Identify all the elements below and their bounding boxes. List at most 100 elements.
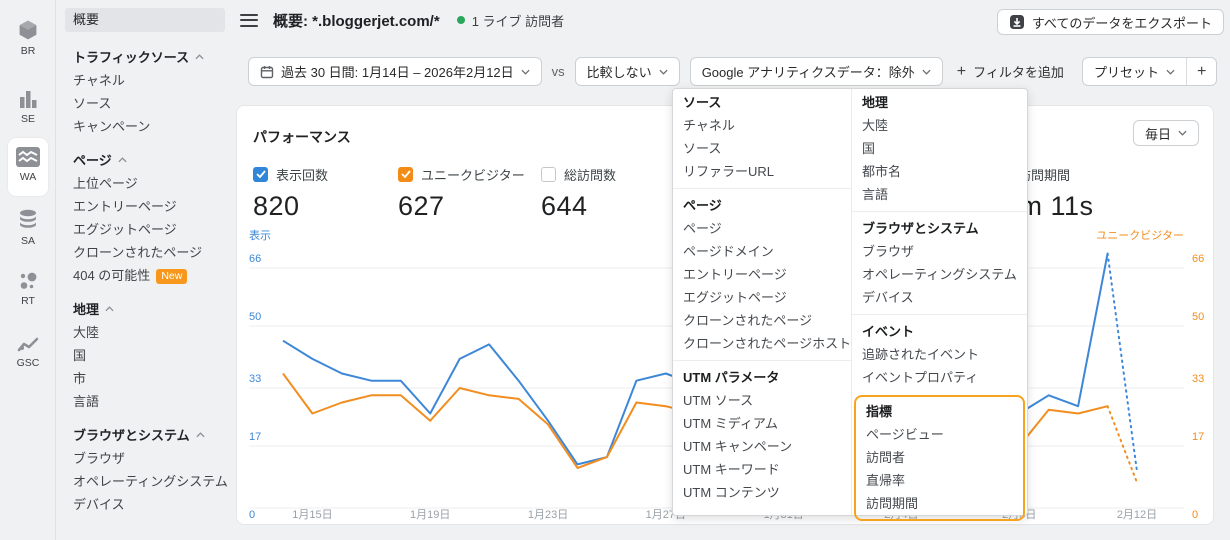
chevron-down-icon bbox=[521, 69, 530, 75]
sidebar-section-header[interactable]: 地理 bbox=[57, 298, 233, 321]
sidebar-item[interactable]: デバイス bbox=[57, 493, 233, 516]
dropdown-item[interactable]: デバイス bbox=[862, 290, 914, 305]
sidebar-item[interactable]: オペレーティングシステム bbox=[57, 470, 233, 493]
dropdown-item[interactable]: ページビュー bbox=[866, 427, 944, 442]
cube-icon bbox=[19, 20, 37, 40]
live-status-dot bbox=[456, 16, 465, 24]
dropdown-item[interactable]: エグジットページ bbox=[683, 290, 787, 305]
dropdown-item[interactable]: 大陸 bbox=[862, 118, 889, 133]
rail-item-rt[interactable]: RT bbox=[0, 270, 56, 307]
dropdown-section-title: 地理 bbox=[862, 95, 889, 110]
dropdown-item[interactable]: 追跡されたイベント bbox=[862, 347, 980, 362]
sidebar-section-title: 地理 bbox=[73, 302, 100, 317]
dropdown-item[interactable]: クローンされたページ bbox=[683, 313, 813, 328]
svg-text:0: 0 bbox=[249, 509, 255, 521]
check-icon bbox=[400, 170, 411, 178]
compare-select[interactable]: 比較しない bbox=[574, 57, 680, 86]
metric-unique-visitors: ユニークビジター 627 bbox=[398, 166, 525, 222]
dots-icon bbox=[20, 272, 37, 289]
sidebar-section-header[interactable]: トラフィックソース bbox=[57, 46, 233, 69]
sidebar-item[interactable]: 言語 bbox=[57, 390, 233, 413]
sidebar-item[interactable]: エントリーページ bbox=[57, 195, 233, 218]
chevron-down-icon bbox=[922, 69, 931, 75]
date-range-button[interactable]: 過去 30 日間: 1月14日 – 2026年2月12日 bbox=[248, 57, 542, 86]
sidebar-item-label: 404 の可能性 bbox=[73, 268, 151, 283]
sidebar-section-header[interactable]: ページ bbox=[57, 149, 233, 172]
total-visits-checkbox[interactable] bbox=[541, 166, 556, 182]
sidebar-item[interactable]: 404 の可能性 New bbox=[57, 264, 233, 287]
interval-select[interactable]: 毎日 bbox=[1132, 120, 1199, 146]
chevron-down-icon bbox=[1178, 130, 1187, 136]
dropdown-item[interactable]: UTM ソース bbox=[683, 393, 754, 408]
dropdown-item[interactable]: ページドメイン bbox=[683, 244, 774, 259]
live-visitors-text: 1 ライブ 訪問者 bbox=[471, 13, 565, 29]
dropdown-item[interactable]: 国 bbox=[862, 141, 876, 156]
sidebar-item[interactable]: ブラウザ bbox=[57, 447, 233, 470]
sidebar-item[interactable]: 上位ページ bbox=[57, 172, 233, 195]
dropdown-item[interactable]: 言語 bbox=[862, 187, 889, 202]
sidebar-item[interactable]: チャネル bbox=[57, 69, 233, 92]
svg-text:0: 0 bbox=[1192, 509, 1198, 521]
add-preset-button[interactable]: + bbox=[1186, 58, 1216, 85]
dropdown-item[interactable]: UTM キーワード bbox=[683, 462, 780, 477]
sidebar-item[interactable]: エグジットページ bbox=[57, 218, 233, 241]
sidebar-item-label: キャンペーン bbox=[73, 119, 151, 134]
date-range-label: 過去 30 日間: 1月14日 – 2026年2月12日 bbox=[281, 65, 514, 80]
svg-text:17: 17 bbox=[1192, 431, 1204, 443]
ga-data-filter-button[interactable]: Google アナリティクスデータ：除外 bbox=[689, 57, 943, 86]
main-header: 概要: *.bloggerjet.com/* 1 ライブ 訪問者 すべてのデータ… bbox=[233, 0, 1230, 40]
rail-label: GSC bbox=[16, 357, 40, 369]
hamburger-menu-icon[interactable] bbox=[240, 13, 258, 27]
add-filter-button[interactable]: + フィルタを追加 bbox=[957, 62, 1064, 81]
dropdown-item[interactable]: クローンされたページホスト bbox=[683, 336, 851, 351]
dropdown-item[interactable]: UTM キャンペーン bbox=[683, 439, 793, 454]
pageviews-checkbox[interactable] bbox=[253, 166, 268, 182]
sidebar: 概要 トラフィックソース チャネル ソースキャンペーンページ 上位ページ エントリーペー… bbox=[57, 0, 233, 540]
svg-text:66: 66 bbox=[249, 253, 261, 265]
compare-label: 比較しない bbox=[586, 65, 652, 80]
sidebar-item[interactable]: キャンペーン bbox=[57, 115, 233, 138]
sidebar-item[interactable]: 国 bbox=[57, 344, 233, 367]
rail-item-wa[interactable]: WA bbox=[0, 146, 56, 183]
interval-label: 毎日 bbox=[1144, 126, 1171, 142]
dropdown-item[interactable]: ページ bbox=[683, 221, 722, 236]
dropdown-item[interactable]: オペレーティングシステム bbox=[862, 267, 1017, 282]
plus-icon: + bbox=[956, 62, 967, 80]
sidebar-item[interactable]: 大陸 bbox=[57, 321, 233, 344]
preset-button[interactable]: プリセット bbox=[1083, 58, 1186, 85]
check-icon bbox=[255, 170, 266, 178]
sidebar-section-header[interactable]: ブラウザとシステム bbox=[57, 424, 233, 447]
sidebar-item-overview[interactable]: 概要 bbox=[65, 8, 225, 32]
sidebar-item[interactable]: 市 bbox=[57, 367, 233, 390]
sidebar-item[interactable]: クローンされたページ bbox=[57, 241, 233, 264]
svg-text:17: 17 bbox=[249, 431, 261, 443]
sidebar-item[interactable]: ソース bbox=[57, 92, 233, 115]
export-all-data-button[interactable]: すべてのデータをエクスポート bbox=[996, 9, 1224, 35]
chevron-up-icon bbox=[118, 157, 127, 163]
dropdown-item[interactable]: リファラーURL bbox=[683, 164, 775, 179]
chevron-up-icon bbox=[195, 54, 204, 60]
svg-text:33: 33 bbox=[1192, 373, 1204, 385]
rail-item-gsc[interactable]: GSC bbox=[0, 336, 56, 369]
dropdown-section-title: ページ bbox=[683, 198, 722, 213]
dropdown-item[interactable]: ブラウザ bbox=[862, 244, 915, 259]
dropdown-item[interactable]: イベントプロパティ bbox=[862, 370, 979, 385]
dropdown-item[interactable]: 直帰率 bbox=[866, 473, 906, 488]
dropdown-item[interactable]: UTM コンテンツ bbox=[683, 485, 780, 500]
waves-icon bbox=[16, 147, 40, 167]
rail-label: SE bbox=[20, 113, 35, 125]
dropdown-item[interactable]: チャネル bbox=[683, 118, 735, 133]
dropdown-item[interactable]: UTM ミディアム bbox=[683, 416, 778, 431]
unique-visitors-checkbox[interactable] bbox=[398, 166, 413, 182]
rail-item-sa[interactable]: SA bbox=[0, 208, 56, 247]
rail-item-br[interactable]: BR bbox=[0, 18, 56, 57]
sidebar-item-label: 国 bbox=[73, 348, 87, 363]
metric-label: ユニークビジター bbox=[421, 167, 525, 183]
dropdown-item[interactable]: 訪問期間 bbox=[866, 496, 919, 511]
dropdown-item[interactable]: 訪問者 bbox=[866, 450, 906, 465]
sidebar-section-title: ブラウザとシステム bbox=[73, 428, 190, 443]
dropdown-item[interactable]: 都市名 bbox=[862, 164, 902, 179]
dropdown-item[interactable]: エントリーページ bbox=[683, 267, 787, 282]
rail-item-se[interactable]: SE bbox=[0, 88, 56, 125]
dropdown-item[interactable]: ソース bbox=[683, 141, 722, 156]
